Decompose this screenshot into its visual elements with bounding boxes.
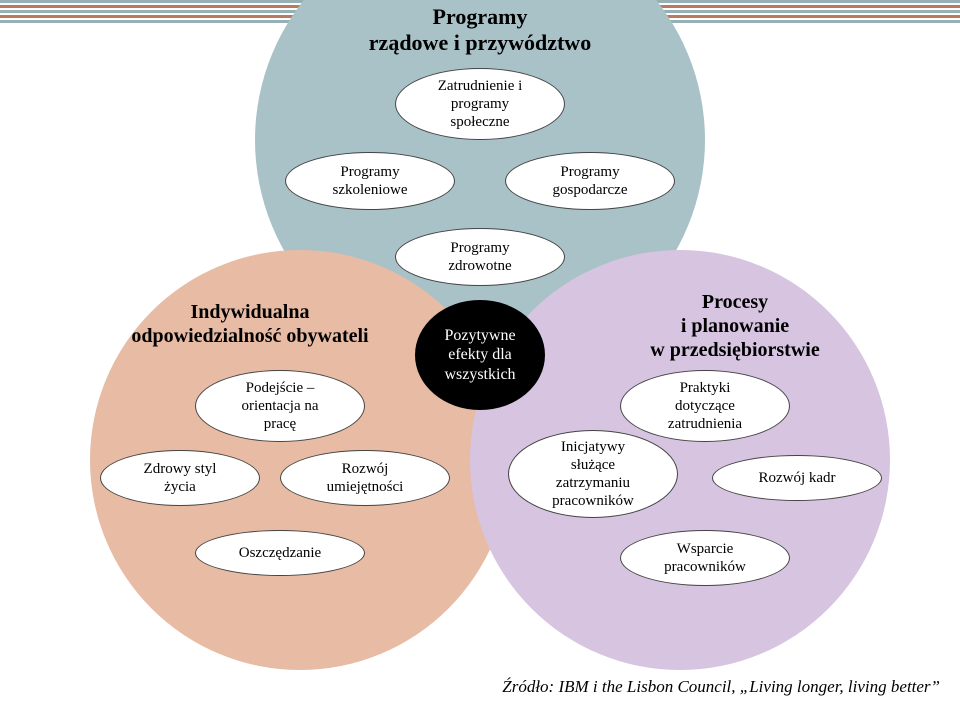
oval-oszcz: Oszczędzanie — [195, 530, 365, 576]
title-top: Programy rządowe i przywództwo — [330, 4, 630, 57]
title-left-line2: odpowiedzialność obywateli — [131, 325, 368, 347]
oval-podejscie: Podejście –orientacja napracę — [195, 370, 365, 442]
diagram-canvas: Programy rządowe i przywództwo Zatrudnie… — [0, 10, 960, 703]
title-left-line1: Indywidualna — [191, 301, 310, 323]
center-circle: Pozytywneefekty dlawszystkich — [415, 300, 545, 410]
title-right-line3: w przedsiębiorstwie — [650, 339, 819, 361]
title-top-line1: Programy — [433, 4, 528, 29]
title-left: Indywidualna odpowiedzialność obywateli — [95, 300, 405, 348]
oval-rozwoj-um: Rozwójumiejętności — [280, 450, 450, 506]
oval-szkoleniowe: Programyszkoleniowe — [285, 152, 455, 210]
oval-wsparcie: Wsparciepracowników — [620, 530, 790, 586]
title-right-line2: i planowanie — [681, 315, 789, 337]
oval-rozwoj-kadr: Rozwój kadr — [712, 455, 882, 501]
oval-praktyki: Praktykidotyczącezatrudnienia — [620, 370, 790, 442]
oval-zdrowotne: Programyzdrowotne — [395, 228, 565, 286]
title-right-line1: Procesy — [702, 291, 768, 313]
oval-zdrowy: Zdrowy stylżycia — [100, 450, 260, 506]
title-right: Procesy i planowanie w przedsiębiorstwie — [595, 290, 875, 362]
source-citation: Źródło: IBM i the Lisbon Council, „Livin… — [502, 677, 940, 697]
oval-gospodarcze: Programygospodarcze — [505, 152, 675, 210]
oval-inicjatywy: Inicjatywysłużącezatrzymaniupracowników — [508, 430, 678, 518]
title-top-line2: rządowe i przywództwo — [369, 30, 591, 55]
oval-zatrudnienie: Zatrudnienie iprogramyspołeczne — [395, 68, 565, 140]
